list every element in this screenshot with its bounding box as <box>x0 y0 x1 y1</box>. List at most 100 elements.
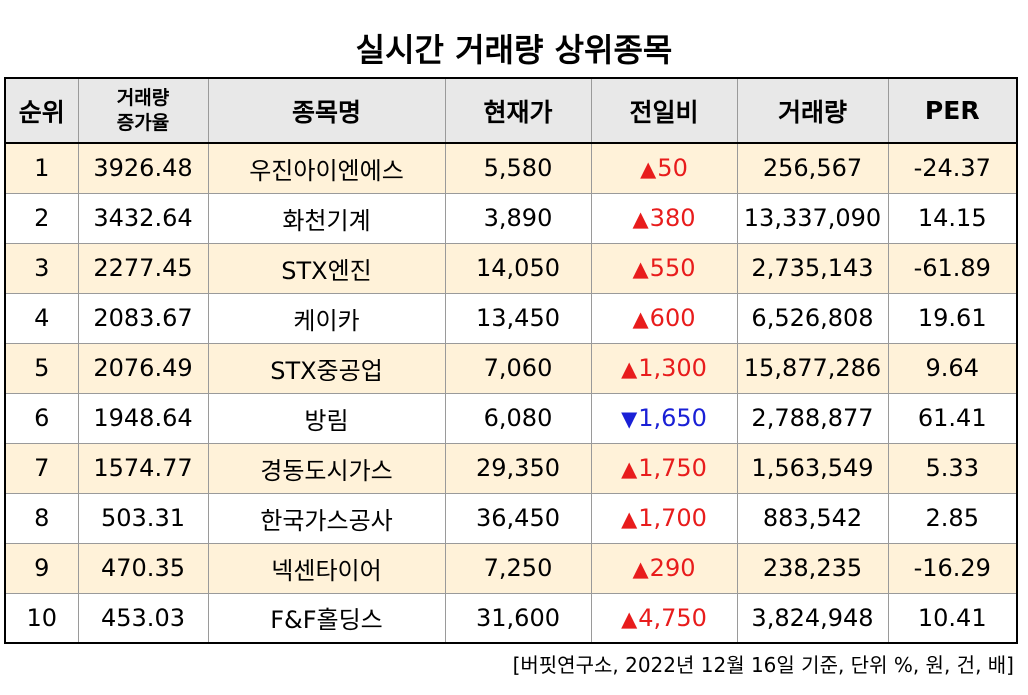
volume-increase-cell: 3926.48 <box>77 143 208 193</box>
volume-increase-cell: 503.31 <box>77 492 208 543</box>
table-row: 2 3432.64 화천기계 3,890 ▲380 13,337,090 14.15 <box>5 192 1017 243</box>
change-value: 50 <box>657 154 688 183</box>
header-volume-increase: 거래량 증가율 <box>77 78 208 144</box>
per-cell: -24.37 <box>887 143 1017 193</box>
rank-cell: 5 <box>5 342 78 393</box>
stock-name-cell: 방림 <box>207 392 445 443</box>
rank-cell: 10 <box>5 592 78 643</box>
volume-increase-cell: 453.03 <box>77 592 208 643</box>
current-price-cell: 3,890 <box>444 192 591 243</box>
table-row: 6 1948.64 방림 6,080 ▼1,650 2,788,877 61.41 <box>5 392 1017 443</box>
table-row: 7 1574.77 경동도시가스 29,350 ▲1,750 1,563,549 5.33 <box>5 442 1017 493</box>
rank-cell: 4 <box>5 292 78 343</box>
change-cell: ▲1,300 <box>590 342 737 393</box>
per-cell: 61.41 <box>887 392 1017 443</box>
change-value: 1,300 <box>638 354 707 382</box>
up-arrow-icon: ▲ <box>632 307 649 331</box>
table-header-row: 순위 거래량 증가율 종목명 현재가 전일비 거래량 PER <box>5 78 1017 144</box>
up-arrow-icon: ▲ <box>621 507 638 531</box>
volume-cell: 1,563,549 <box>736 442 888 493</box>
change-cell: ▼1,650 <box>590 392 737 443</box>
per-cell: 19.61 <box>887 292 1017 343</box>
stock-name-cell: 경동도시가스 <box>207 442 445 493</box>
per-cell: 9.64 <box>887 342 1017 393</box>
up-arrow-icon: ▲ <box>632 557 649 581</box>
change-value: 380 <box>649 204 696 232</box>
per-cell: -61.89 <box>887 242 1017 293</box>
per-cell: 10.41 <box>887 592 1017 643</box>
up-arrow-icon: ▲ <box>621 606 638 631</box>
stock-name-cell: STX중공업 <box>207 342 445 393</box>
header-volume-increase-line1: 거래량 <box>116 86 170 109</box>
rank-cell: 8 <box>5 492 78 543</box>
current-price-cell: 31,600 <box>444 592 591 643</box>
header-volume: 거래량 <box>736 78 888 144</box>
stock-name-cell: 화천기계 <box>207 192 445 243</box>
table-row: 10 453.03 F&F홀딩스 31,600 ▲4,750 3,824,948 10.41 <box>5 592 1017 643</box>
current-price-cell: 29,350 <box>444 442 591 493</box>
volume-increase-cell: 2277.45 <box>77 242 208 293</box>
current-price-cell: 13,450 <box>444 292 591 343</box>
rank-cell: 3 <box>5 242 78 293</box>
volume-cell: 3,824,948 <box>736 592 888 643</box>
change-cell: ▲380 <box>590 192 737 243</box>
current-price-cell: 7,250 <box>444 542 591 593</box>
table-row: 3 2277.45 STX엔진 14,050 ▲550 2,735,143 -61.89 <box>5 242 1017 293</box>
per-cell: 2.85 <box>887 492 1017 543</box>
per-cell: -16.29 <box>887 542 1017 593</box>
change-value: 290 <box>649 554 696 582</box>
stock-name-cell: F&F홀딩스 <box>207 592 445 643</box>
change-value: 550 <box>649 254 696 282</box>
per-cell: 5.33 <box>887 442 1017 493</box>
volume-cell: 883,542 <box>736 492 888 543</box>
header-stock-name: 종목명 <box>207 78 445 144</box>
up-arrow-icon: ▲ <box>640 157 657 182</box>
change-cell: ▲50 <box>590 143 737 193</box>
change-value: 600 <box>649 304 696 332</box>
stock-name-cell: 우진아이엔에스 <box>207 143 445 193</box>
change-value: 1,700 <box>638 504 707 532</box>
rank-cell: 1 <box>34 154 50 183</box>
up-arrow-icon: ▲ <box>621 357 638 381</box>
current-price-cell: 36,450 <box>444 492 591 543</box>
change-cell: ▲4,750 <box>590 592 737 643</box>
rank-cell: 9 <box>5 542 78 593</box>
rank-cell: 6 <box>5 392 78 443</box>
header-rank: 순위 <box>5 78 78 144</box>
volume-increase-cell: 1948.64 <box>77 392 208 443</box>
table-body: 1 3926.48 우진아이엔에스 5,580 ▲50 256,567 -24.37 2 343… <box>5 143 1017 643</box>
top-volume-table: 순위 거래량 증가율 종목명 현재가 전일비 거래량 PER 1 3926.48 우… <box>4 77 1018 644</box>
stock-name-cell: 넥센타이어 <box>207 542 445 593</box>
source-footnote: [버핏연구소, 2022년 12월 16일 기준, 단위 %, 원, 건, 배] <box>512 653 1014 677</box>
change-cell: ▲1,750 <box>590 442 737 493</box>
volume-cell: 15,877,286 <box>736 342 888 393</box>
volume-increase-cell: 2076.49 <box>77 342 208 393</box>
rank-cell: 7 <box>5 442 78 493</box>
stock-name-cell: 한국가스공사 <box>207 492 445 543</box>
page-title: 실시간 거래량 상위종목 <box>355 31 673 69</box>
table-row: 1 3926.48 우진아이엔에스 5,580 ▲50 256,567 -24.37 <box>5 143 1017 193</box>
volume-cell: 238,235 <box>736 542 888 593</box>
stock-name-cell: STX엔진 <box>207 242 445 293</box>
rank-cell: 2 <box>5 192 78 243</box>
volume-cell: 256,567 <box>736 143 888 193</box>
change-value: 1,750 <box>638 454 707 482</box>
table-row: 9 470.35 넥센타이어 7,250 ▲290 238,235 -16.29 <box>5 542 1017 593</box>
volume-cell: 2,788,877 <box>736 392 888 443</box>
change-value: 4,750 <box>638 603 707 632</box>
current-price-cell: 14,050 <box>444 242 591 293</box>
table-row: 4 2083.67 케이카 13,450 ▲600 6,526,808 19.61 <box>5 292 1017 343</box>
up-arrow-icon: ▲ <box>632 257 649 281</box>
change-cell: ▲1,700 <box>590 492 737 543</box>
header-change: 전일비 <box>590 78 737 144</box>
current-price-cell: 5,580 <box>444 143 591 193</box>
volume-cell: 6,526,808 <box>736 292 888 343</box>
volume-increase-cell: 1574.77 <box>77 442 208 493</box>
change-cell: ▲290 <box>590 542 737 593</box>
stock-name-cell: 케이카 <box>207 292 445 343</box>
change-cell: ▲550 <box>590 242 737 293</box>
volume-cell: 2,735,143 <box>736 242 888 293</box>
volume-increase-cell: 2083.67 <box>77 292 208 343</box>
up-arrow-icon: ▲ <box>632 207 649 231</box>
header-current-price: 현재가 <box>444 78 591 144</box>
